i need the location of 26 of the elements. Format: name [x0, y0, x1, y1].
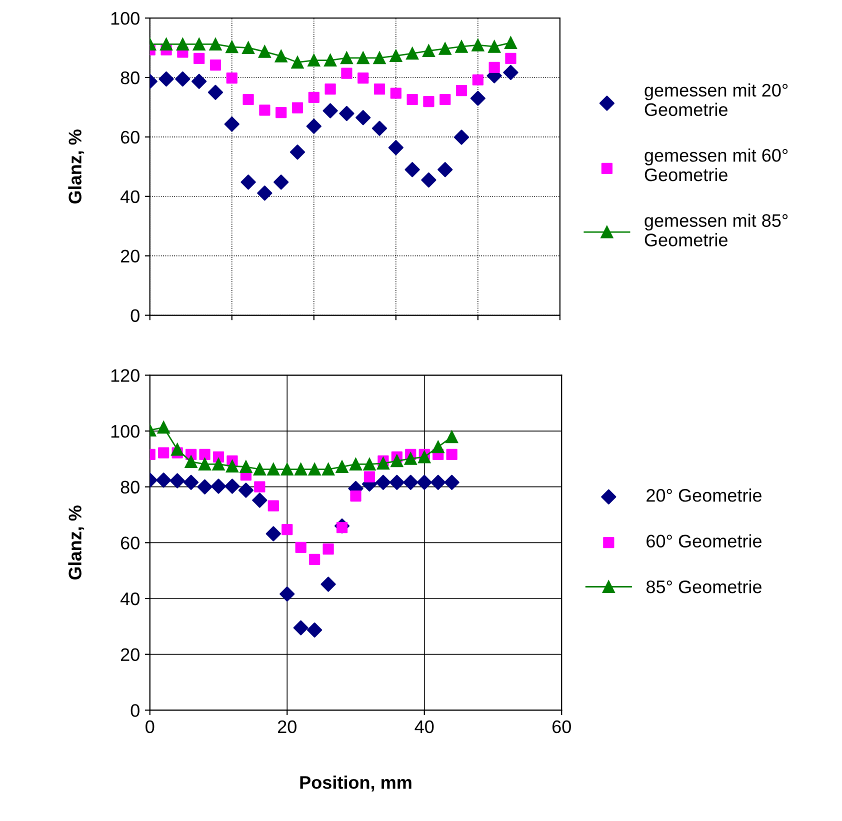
x-tick-label: 20: [278, 720, 296, 734]
y-tick-label: 100: [111, 12, 140, 25]
x-tick-label: 40: [414, 720, 434, 734]
legend-label: gemessen mit 85° Geometrie: [644, 214, 788, 246]
x-tick-label: 60: [552, 720, 571, 734]
y-tick-label: 60: [120, 536, 140, 550]
y-tick-label: 80: [120, 71, 140, 84]
y-axis-title: Glanz, %: [68, 130, 84, 204]
y-tick-label: 40: [120, 592, 140, 606]
legend-label: gemessen mit 20° Geometrie: [644, 83, 788, 116]
legend-label: 85° Geometrie: [646, 580, 762, 594]
y-tick-label: 60: [120, 130, 140, 144]
y-tick-label: 100: [111, 424, 140, 438]
legend-label: 20° Geometrie: [646, 488, 762, 502]
y-tick-label: 20: [120, 250, 140, 263]
x-tick-label: 0: [146, 720, 154, 734]
y-axis-title: Glanz, %: [68, 506, 84, 580]
legend-label: 60° Geometrie: [646, 534, 762, 548]
y-tick-label: 120: [111, 369, 140, 382]
y-tick-label: 20: [120, 648, 140, 662]
y-tick-label: 80: [120, 480, 140, 494]
y-tick-label: 40: [120, 190, 140, 204]
legend-label: gemessen mit 60° Geometrie: [644, 148, 788, 182]
y-tick-label: 0: [130, 704, 140, 717]
y-tick-label: 0: [130, 309, 140, 322]
x-axis-title: Position, mm: [300, 776, 412, 792]
